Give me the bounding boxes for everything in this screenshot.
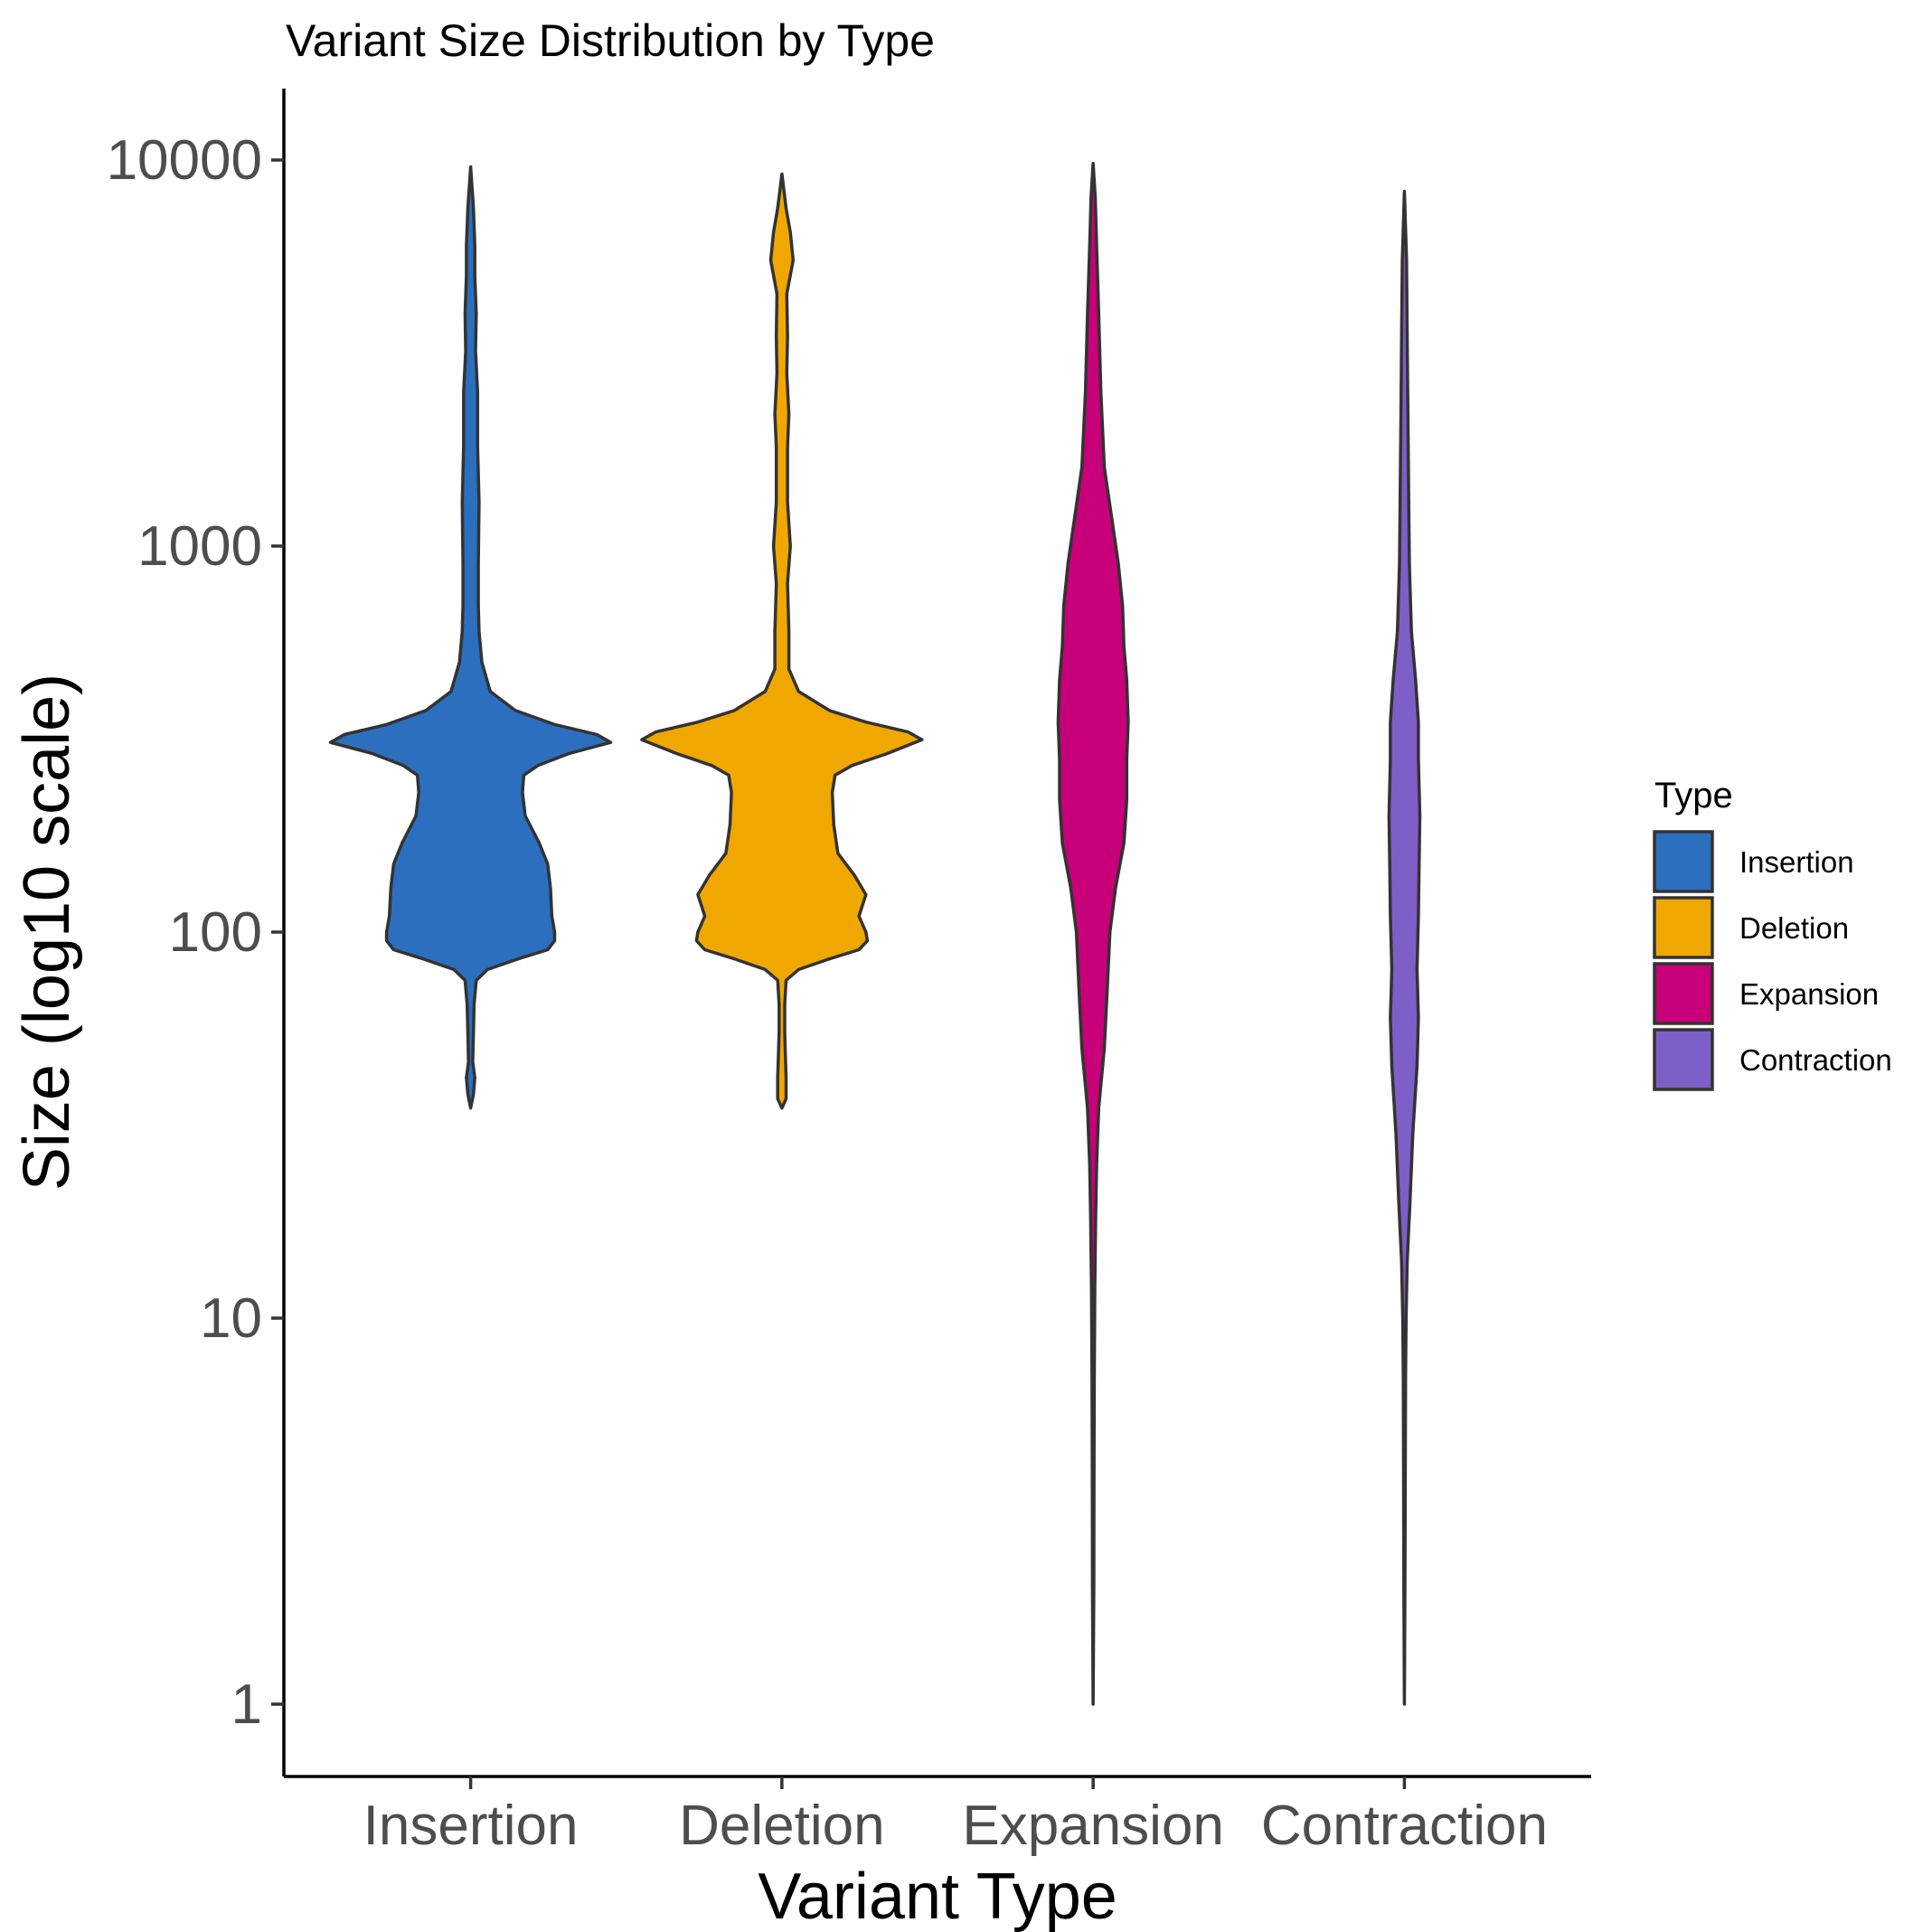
y-tick-label: 1000 xyxy=(137,515,262,578)
x-tick-label: Expansion xyxy=(962,1795,1224,1857)
y-tick-label: 10000 xyxy=(107,129,262,192)
legend-title: Type xyxy=(1654,776,1733,815)
legend-label-expansion: Expansion xyxy=(1739,977,1879,1011)
x-tick-label: Contraction xyxy=(1261,1795,1548,1857)
x-tick-label: Insertion xyxy=(363,1795,579,1857)
legend-label-deletion: Deletion xyxy=(1739,911,1849,945)
y-tick-label: 100 xyxy=(169,901,262,964)
legend: Type Insertion Deletion Expansion Contracti… xyxy=(1653,776,1892,1091)
y-axis-ticks: 1 10 100 1000 10000 xyxy=(107,129,284,1736)
y-axis-title: Size (log10 scale) xyxy=(11,674,83,1191)
legend-key-contraction xyxy=(1653,1028,1714,1091)
x-tick-label: Deletion xyxy=(679,1795,884,1857)
legend-entries: Insertion Deletion Expansion Contraction xyxy=(1653,830,1892,1091)
legend-key-insertion xyxy=(1653,830,1714,893)
y-tick-label: 1 xyxy=(231,1673,262,1736)
y-tick-label: 10 xyxy=(200,1287,262,1350)
violin-deletion xyxy=(640,172,924,1110)
violin-insertion xyxy=(328,165,613,1110)
legend-label-contraction: Contraction xyxy=(1739,1043,1892,1077)
x-axis-ticks: Insertion Deletion Expansion Contraction xyxy=(363,1776,1548,1857)
chart-title: Variant Size Distribution by Type xyxy=(286,15,935,66)
legend-label-insertion: Insertion xyxy=(1739,845,1854,879)
violin-expansion xyxy=(1056,161,1130,1706)
legend-key-deletion xyxy=(1653,896,1714,959)
x-axis-title: Variant Type xyxy=(758,1861,1117,1932)
violin-contraction xyxy=(1387,189,1422,1706)
legend-key-expansion xyxy=(1653,962,1714,1025)
violin-layer xyxy=(328,161,1422,1706)
